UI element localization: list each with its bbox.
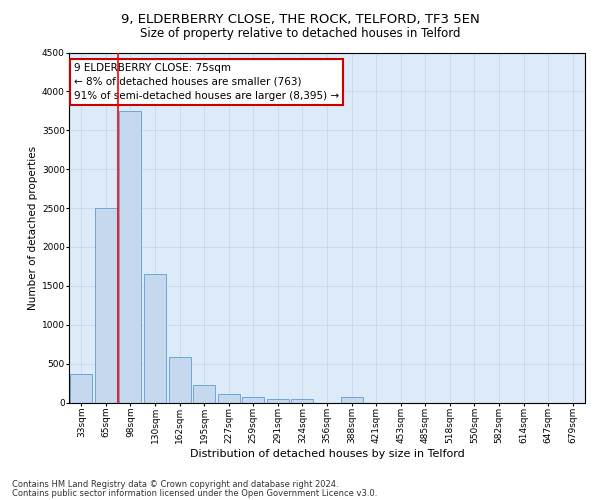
Bar — [119, 111, 142, 403]
Bar — [218, 394, 240, 402]
Bar — [242, 398, 265, 402]
Bar — [144, 274, 166, 402]
Text: Size of property relative to detached houses in Telford: Size of property relative to detached ho… — [140, 28, 460, 40]
Y-axis label: Number of detached properties: Number of detached properties — [28, 146, 38, 310]
Text: Contains public sector information licensed under the Open Government Licence v3: Contains public sector information licen… — [12, 488, 377, 498]
Bar — [95, 208, 117, 402]
Text: Contains HM Land Registry data © Crown copyright and database right 2024.: Contains HM Land Registry data © Crown c… — [12, 480, 338, 489]
Text: 9, ELDERBERRY CLOSE, THE ROCK, TELFORD, TF3 5EN: 9, ELDERBERRY CLOSE, THE ROCK, TELFORD, … — [121, 12, 479, 26]
Bar — [193, 384, 215, 402]
Bar — [267, 398, 289, 402]
Text: 9 ELDERBERRY CLOSE: 75sqm
← 8% of detached houses are smaller (763)
91% of semi-: 9 ELDERBERRY CLOSE: 75sqm ← 8% of detach… — [74, 63, 339, 101]
Bar — [169, 356, 191, 403]
X-axis label: Distribution of detached houses by size in Telford: Distribution of detached houses by size … — [190, 448, 464, 458]
Bar — [292, 400, 313, 402]
Bar — [341, 397, 362, 402]
Bar — [70, 374, 92, 402]
